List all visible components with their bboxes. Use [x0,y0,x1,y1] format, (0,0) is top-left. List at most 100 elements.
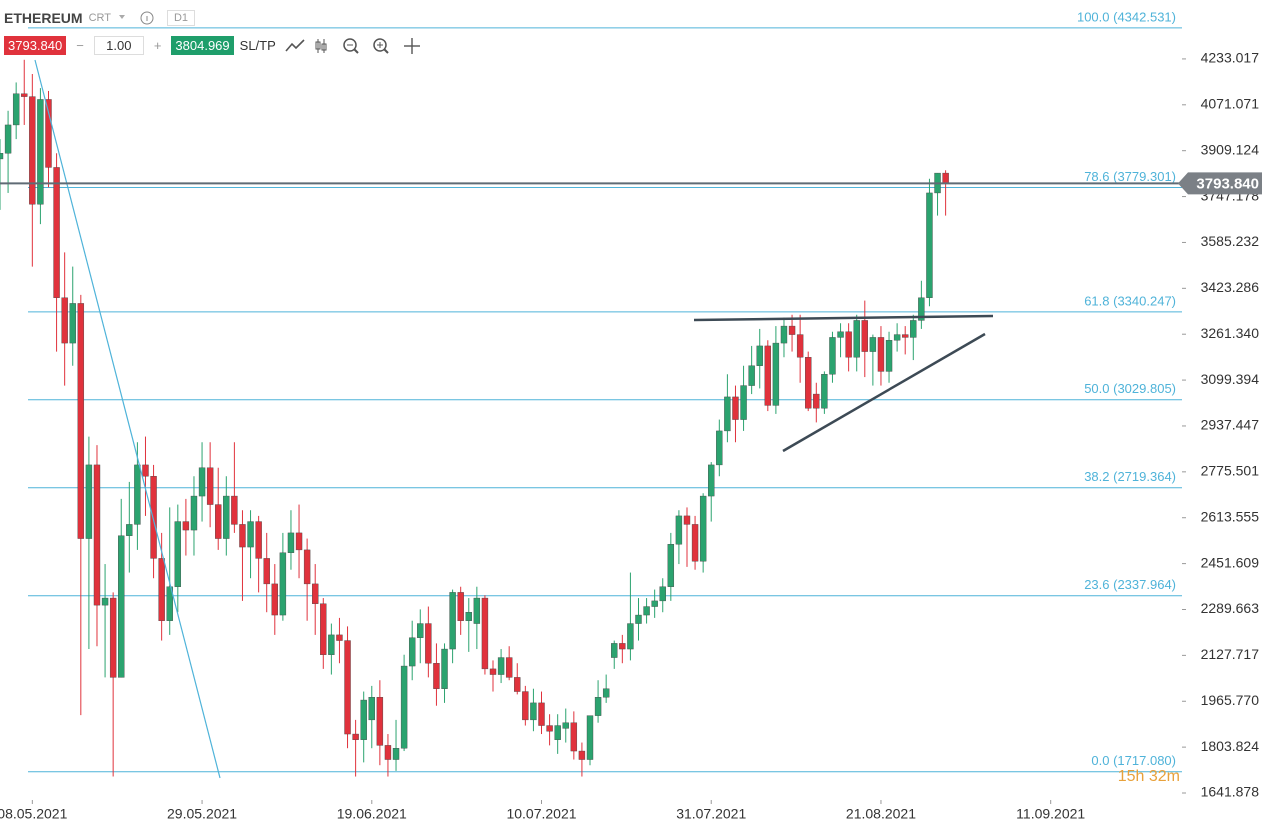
candle-body [675,515,683,545]
y-tick-label: 2775.501 [1201,463,1260,479]
candle-body [926,192,933,298]
candle-body [223,495,230,539]
plus-button[interactable]: + [153,38,162,53]
candle-body [368,697,375,721]
volume[interactable]: 1.00 [93,36,144,55]
candle-body [295,532,303,551]
fib-label: 50.0 (3029.805) [1084,381,1176,396]
candle-body [465,612,472,621]
candle-body [400,665,408,749]
candle-body [21,93,28,97]
candle-body [352,733,359,740]
sltp[interactable]: SL/TP [239,38,276,53]
candle-body [0,153,4,160]
candle-body [303,549,311,585]
candle-body [109,597,117,678]
y-tick-label: 2451.609 [1201,554,1260,570]
candle-body [328,634,335,655]
candle-body [312,583,319,604]
candle-body [489,668,497,675]
candle-body [239,524,246,548]
y-tick-label: 3261.340 [1201,325,1260,341]
sell-price[interactable]: 3793.840 [4,36,67,55]
candle-body [231,495,238,525]
candle-body [683,515,691,525]
candle-body [780,325,788,344]
timeframe[interactable]: D1 [166,10,196,26]
candle-body [732,396,739,420]
candle-body [384,745,392,760]
candle-body [627,623,634,650]
candle-body [37,99,44,205]
candle-body [554,725,561,740]
candle-body [247,521,254,548]
candle-body [659,586,666,602]
candle-body [796,334,804,358]
tool-icons [285,37,420,54]
fib-label: 0.0 (1717.080) [1091,753,1176,768]
candle-body [206,467,214,505]
candle-body [61,297,68,344]
candle-body [150,476,157,559]
y-tick-label: 3585.232 [1201,233,1260,249]
candle-body [271,583,278,616]
candle-body [805,357,812,409]
resistance-line [693,314,994,322]
candle-body [174,521,182,587]
candle-body [538,702,545,726]
candle-body [12,93,20,126]
x-tick-label: 29.05.2021 [167,806,237,822]
candle-body [53,167,60,298]
candle-body [772,342,780,406]
candle-body [473,597,481,624]
candle-body [344,640,351,735]
support-line [782,332,986,453]
candle-body [433,663,440,689]
timer: 15h 32m [1118,768,1180,785]
y-tick-label: 2937.447 [1201,417,1260,433]
minus-button[interactable]: − [76,38,84,53]
candle-body [918,297,925,321]
candle-body [417,623,424,638]
candle-body [861,320,868,352]
candle-body [408,637,416,667]
x-tick-label: 21.08.2021 [846,806,916,822]
candle-body [708,464,715,497]
candle-body [449,592,456,650]
candle-body [77,303,85,539]
buy-price[interactable]: 3804.969 [171,36,234,55]
candle-body [69,303,76,344]
candle-body [392,748,400,760]
candle-body [481,597,489,670]
candle-body [877,337,885,372]
candle-body [893,334,901,341]
candle-body [522,691,529,721]
candle-body [142,464,149,477]
x-tick-label: 19.06.2021 [337,806,407,822]
candle-body [611,643,618,658]
candle-body [902,334,909,338]
candle-body [255,521,262,559]
fib-label: 78.6 (3779.301) [1084,169,1176,184]
candle-body [910,320,917,338]
instrument-type[interactable]: CRT [88,12,111,24]
y-tick-label: 2289.663 [1201,600,1260,616]
candle-body [514,677,521,692]
candle-body [756,345,763,366]
candle-body [724,396,731,432]
candle-body [667,544,675,587]
trade-row: 3793.840 − 1.00 + 3804.969 SL/TP [4,36,432,55]
candle-body [602,688,610,698]
last-price-badge [1178,172,1262,195]
y-tick-label: 4071.071 [1201,96,1260,112]
candle-body [691,524,699,562]
candle-body [101,597,109,606]
candle-body [505,657,513,678]
candle-body [45,99,52,168]
candle-body [360,699,367,740]
candle-body [158,558,165,621]
candle-body [4,124,12,154]
candle-body [497,657,505,675]
candle-body [619,643,626,650]
